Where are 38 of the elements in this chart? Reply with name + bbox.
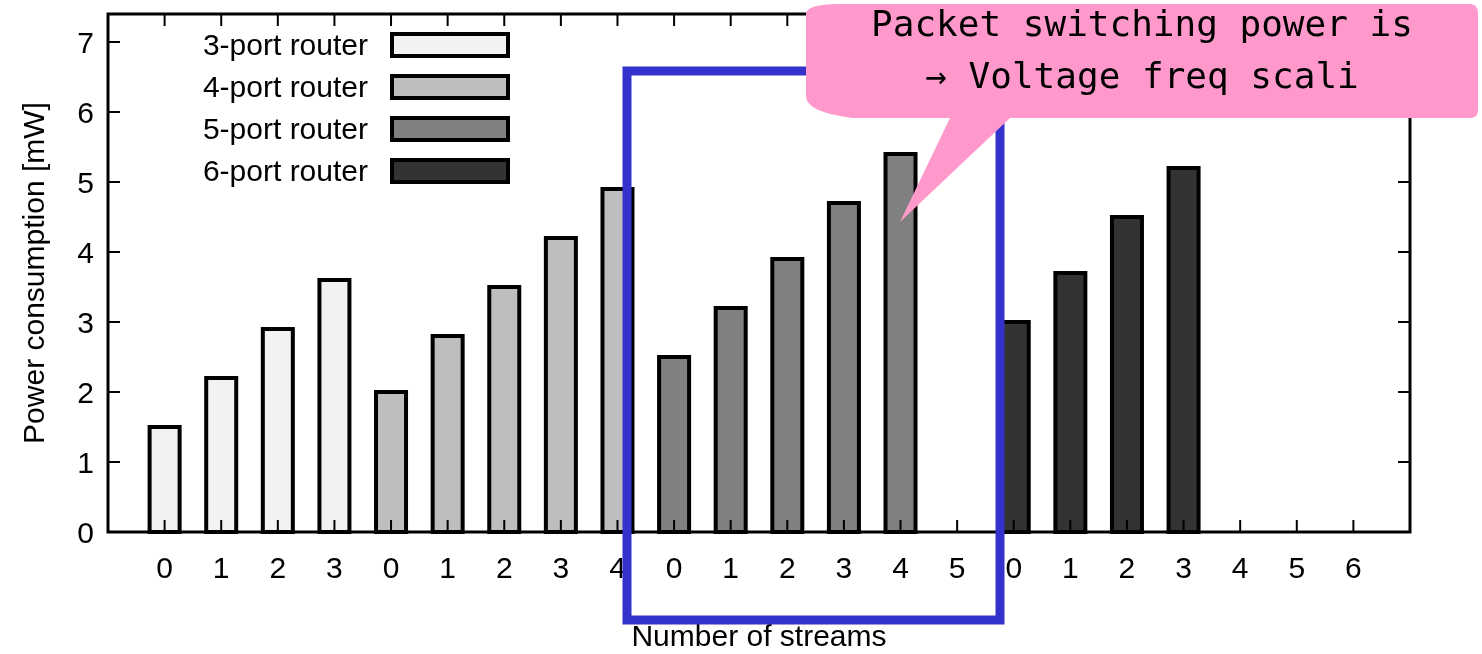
x-tick-label: 2	[1118, 551, 1136, 584]
x-tick-label: 0	[156, 551, 173, 584]
y-tick-label: 7	[77, 25, 94, 59]
annotation: Packet switching power is	[871, 3, 1413, 44]
x-tick-label: 3	[1175, 551, 1192, 584]
y-tick-label: 4	[77, 235, 94, 269]
y-tick-label: 2	[77, 375, 94, 409]
legend-label: 6-port router	[202, 153, 368, 187]
x-tick-label: 0	[665, 551, 683, 584]
legend-label: 3-port router	[202, 27, 368, 61]
x-tick-label: 2	[495, 551, 513, 584]
x-tick-label: 1	[722, 551, 740, 584]
x-tick-label: 4	[609, 551, 626, 584]
x-axis-title: Number of streams	[631, 619, 887, 652]
legend-label: 5-port router	[202, 111, 368, 145]
y-tick-label: 3	[77, 305, 94, 339]
x-tick-label: 1	[212, 551, 230, 584]
x-tick-label: 2	[778, 551, 796, 584]
x-tick-label: 6	[1345, 551, 1362, 584]
x-tick-label: 0	[1005, 551, 1023, 584]
x-tick-label: 3	[326, 551, 343, 584]
y-tick-label: 0	[77, 515, 94, 549]
x-tick-label: 0	[382, 551, 400, 584]
x-tick-label: 4	[1231, 551, 1249, 584]
legend-label: 4-port router	[202, 69, 368, 103]
x-tick-label: 2	[269, 551, 287, 584]
x-tick-label: 3	[835, 551, 853, 584]
x-tick-label: 5	[1288, 551, 1306, 584]
y-tick-label: 6	[77, 95, 94, 129]
y-axis-title: Power consumption [mW]	[17, 102, 50, 444]
annotation: → Voltage freq scali	[925, 55, 1359, 96]
x-tick-label: 1	[439, 551, 456, 584]
x-tick-label: 1	[1062, 551, 1079, 584]
y-tick-label: 5	[77, 165, 94, 199]
x-tick-label: 5	[948, 551, 966, 584]
x-tick-label: 4	[892, 551, 909, 584]
y-tick-label: 1	[77, 445, 94, 479]
x-tick-label: 3	[552, 551, 570, 584]
